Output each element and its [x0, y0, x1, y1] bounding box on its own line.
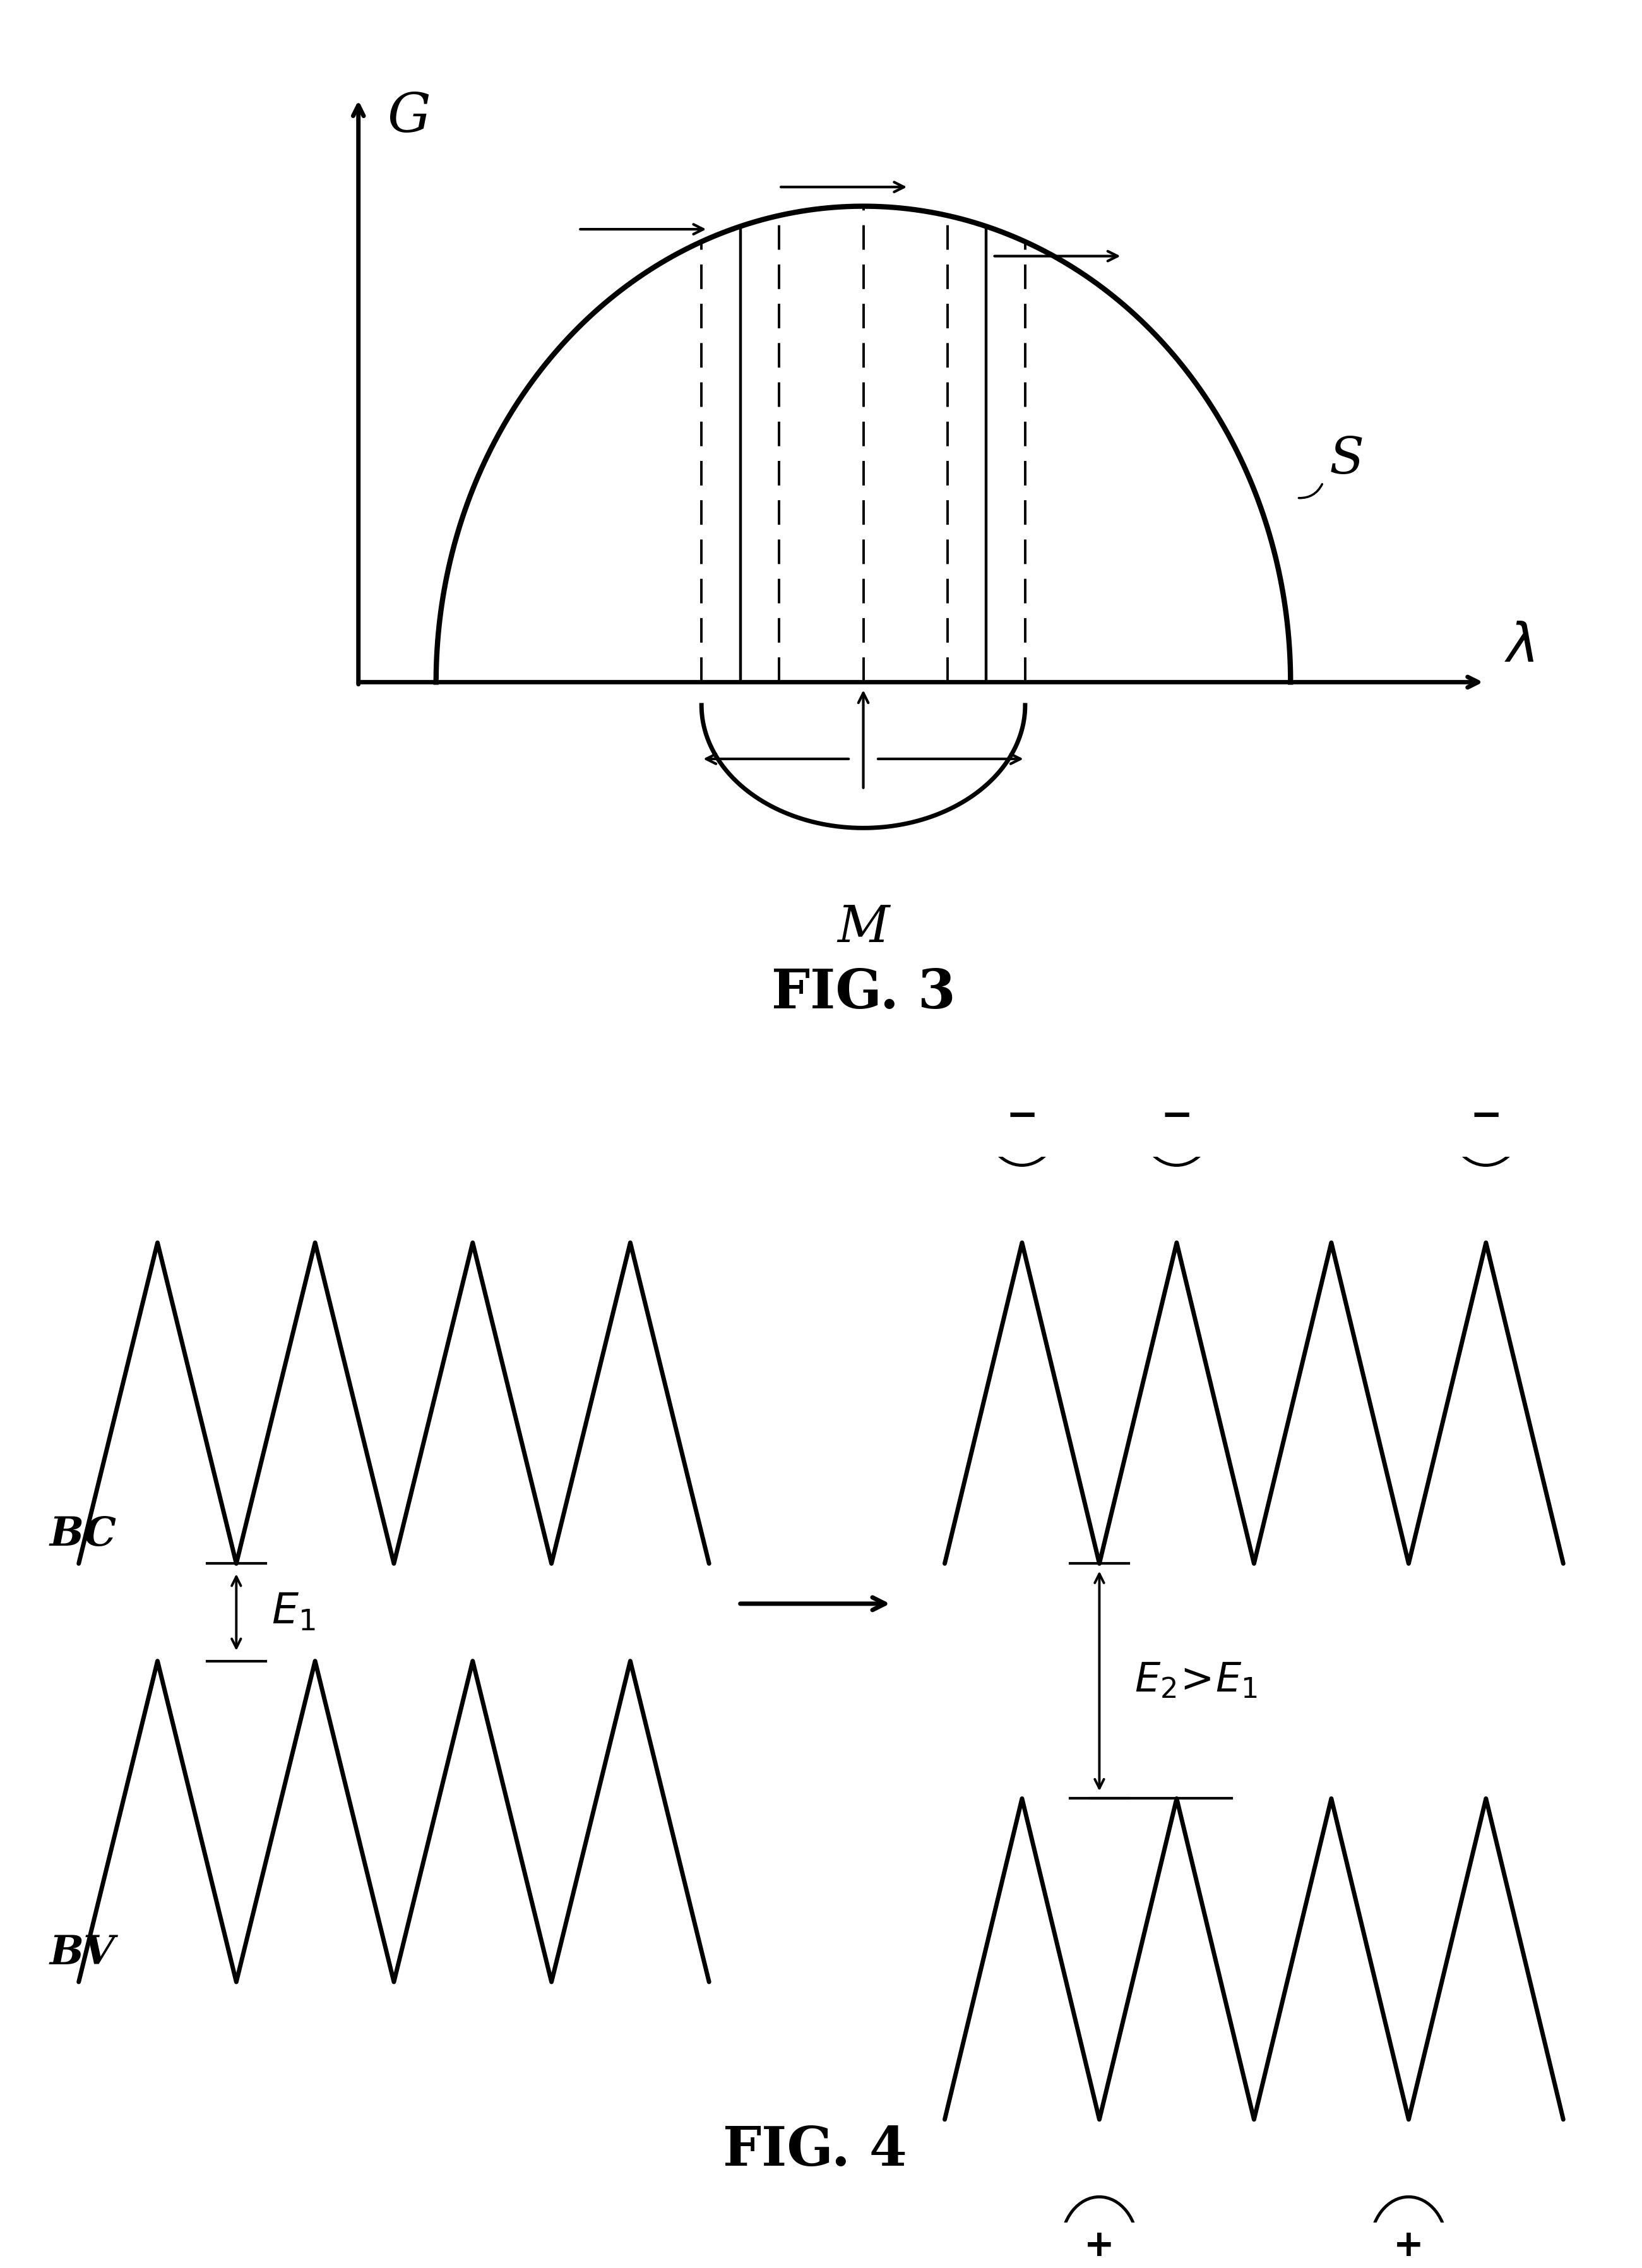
Text: +: +	[1084, 2227, 1115, 2263]
Text: −: −	[1470, 1098, 1502, 1136]
Text: $E_1$: $E_1$	[271, 1592, 315, 1633]
Text: −: −	[1161, 1098, 1192, 1136]
Text: $\lambda$: $\lambda$	[1504, 621, 1534, 674]
Text: G: G	[388, 91, 430, 143]
Text: FIG. 3: FIG. 3	[772, 966, 956, 1021]
Text: −: −	[1007, 1098, 1038, 1136]
Text: +: +	[1394, 2227, 1424, 2263]
Text: BC: BC	[49, 1515, 117, 1554]
Text: S: S	[1330, 435, 1365, 483]
Text: $E_2\!>\!E_1$: $E_2\!>\!E_1$	[1135, 1662, 1258, 1701]
Text: FIG. 4: FIG. 4	[722, 2123, 906, 2177]
Text: M: M	[837, 903, 890, 953]
Text: BV: BV	[49, 1935, 115, 1973]
